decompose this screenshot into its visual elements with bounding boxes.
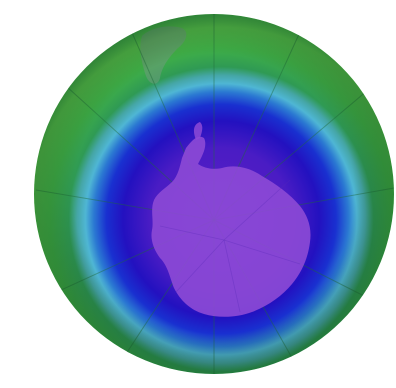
ozone-globe-svg	[34, 14, 394, 374]
ozone-map	[34, 14, 394, 374]
